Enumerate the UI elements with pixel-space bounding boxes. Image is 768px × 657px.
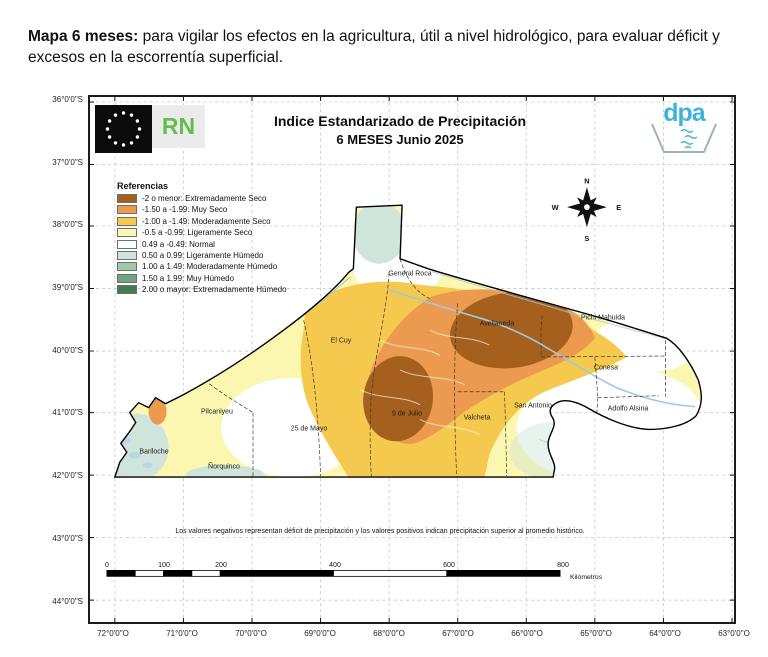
- intro-text-rest: para vigilar los efectos en la agricultu…: [28, 27, 720, 66]
- rn-logo-text: RN: [161, 113, 196, 139]
- legend-label: -2 o menor: Extremadamente Seco: [142, 194, 267, 203]
- compass-rose-icon: N S E W: [552, 176, 622, 243]
- y-axis-label: 41°0'0"S: [52, 408, 83, 417]
- eu-stars-icon: [105, 111, 142, 147]
- legend-label: 1.00 a 1.49: Moderadamente Húmedo: [142, 262, 278, 272]
- legend-item: -2 o menor: Extremadamente Seco: [117, 194, 287, 203]
- legend-label: 2.00 o mayor: Extremadamente Húmedo: [142, 285, 287, 295]
- dpa-logo: dpa: [643, 99, 725, 164]
- dpa-logo-text: dpa: [663, 99, 705, 127]
- y-axis-label: 44°0'0"S: [52, 597, 83, 606]
- compass-e-label: E: [616, 203, 621, 212]
- y-axis-label: 43°0'0"S: [52, 534, 83, 543]
- legend-label: -1.50 a -1.99: Muy Seco: [142, 205, 228, 215]
- legend-title: Referencias: [117, 181, 169, 191]
- x-axis-label: 72°0'0"O: [97, 629, 129, 638]
- legend-item: 0.50 a 0.99: Ligeramente Húmedo: [117, 250, 287, 260]
- y-axis-label: 39°0'0"S: [52, 283, 83, 292]
- map-legend: Referencias -2 o menor: Extremadamente S…: [117, 181, 287, 297]
- intro-text: Mapa 6 meses: para vigilar los efectos e…: [28, 26, 750, 69]
- rn-logo: RN: [152, 105, 205, 148]
- legend-swatch: [117, 205, 137, 215]
- legend-swatch: [117, 239, 137, 249]
- legend-label: 0.50 a 0.99: Ligeramente Húmedo: [142, 250, 264, 260]
- scale-bar: [106, 569, 561, 577]
- legend-swatch: [117, 285, 137, 295]
- legend-swatch: [117, 262, 137, 272]
- legend-label: -1.00 a -1.49: Moderadamente Seco: [142, 216, 271, 226]
- y-axis-label: 40°0'0"S: [52, 346, 83, 355]
- intro-text-bold: Mapa 6 meses:: [28, 27, 139, 45]
- legend-item: 1.00 a 1.49: Moderadamente Húmedo: [117, 262, 287, 272]
- legend-item: -0.5 a -0.99: Ligeramente Seco: [117, 228, 287, 238]
- legend-swatch: [117, 273, 137, 283]
- legend-label: 0.49 a -0.49: Normal: [142, 239, 215, 249]
- map-title: Indice Estandarizado de Precipitación 6 …: [208, 113, 592, 147]
- map-frame: N S E W: [88, 95, 736, 624]
- legend-item: 1.50 a 1.99: Muy Húmedo: [117, 273, 287, 283]
- eu-stars-logo: [95, 105, 152, 153]
- y-axis-label: 42°0'0"S: [52, 471, 83, 480]
- frame-ticks: [90, 97, 734, 622]
- x-axis-label: 64°0'0"O: [649, 629, 681, 638]
- legend-item: 0.49 a -0.49: Normal: [117, 239, 287, 249]
- x-axis-label: 69°0'0"O: [304, 629, 336, 638]
- y-axis-label: 37°0'0"S: [52, 158, 83, 167]
- legend-item: -1.50 a -1.99: Muy Seco: [117, 205, 287, 215]
- compass-w-label: W: [552, 203, 560, 212]
- legend-swatch: [117, 216, 137, 226]
- map-title-line1: Indice Estandarizado de Precipitación: [273, 113, 527, 129]
- x-axis-label: 65°0'0"O: [580, 629, 612, 638]
- x-axis-label: 71°0'0"O: [166, 629, 198, 638]
- compass-n-label: N: [584, 176, 589, 185]
- legend-label: 1.50 a 1.99: Muy Húmedo: [142, 273, 235, 283]
- legend-swatch: [117, 228, 137, 238]
- x-axis-label: 63°0'0"O: [718, 629, 750, 638]
- y-axis-label: 38°0'0"S: [52, 220, 83, 229]
- x-axis-label: 68°0'0"O: [373, 629, 405, 638]
- province-outline: [113, 204, 703, 478]
- legend-swatch: [117, 250, 137, 260]
- spi-regions: [114, 205, 702, 478]
- legend-rows: -2 o menor: Extremadamente Seco -1.50 a -…: [117, 194, 287, 295]
- dpa-channel-icon: [651, 123, 717, 153]
- department-boundaries: [209, 258, 666, 477]
- compass-s-label: S: [584, 234, 589, 243]
- y-axis-label: 36°0'0"S: [52, 95, 83, 104]
- legend-item: -1.00 a -1.49: Moderadamente Seco: [117, 216, 287, 226]
- drainage-texture: [360, 329, 490, 435]
- legend-swatch: [117, 194, 137, 203]
- legend-label: -0.5 a -0.99: Ligeramente Seco: [142, 228, 253, 238]
- x-axis-label: 70°0'0"O: [235, 629, 267, 638]
- map-title-line2: 6 MESES Junio 2025: [336, 132, 464, 147]
- map-note: Los valores negativos representan défici…: [175, 528, 585, 535]
- legend-item: 2.00 o mayor: Extremadamente Húmedo: [117, 285, 287, 295]
- x-axis-label: 66°0'0"O: [511, 629, 543, 638]
- x-axis-label: 67°0'0"O: [442, 629, 474, 638]
- spi-map-svg: N S E W: [90, 97, 734, 622]
